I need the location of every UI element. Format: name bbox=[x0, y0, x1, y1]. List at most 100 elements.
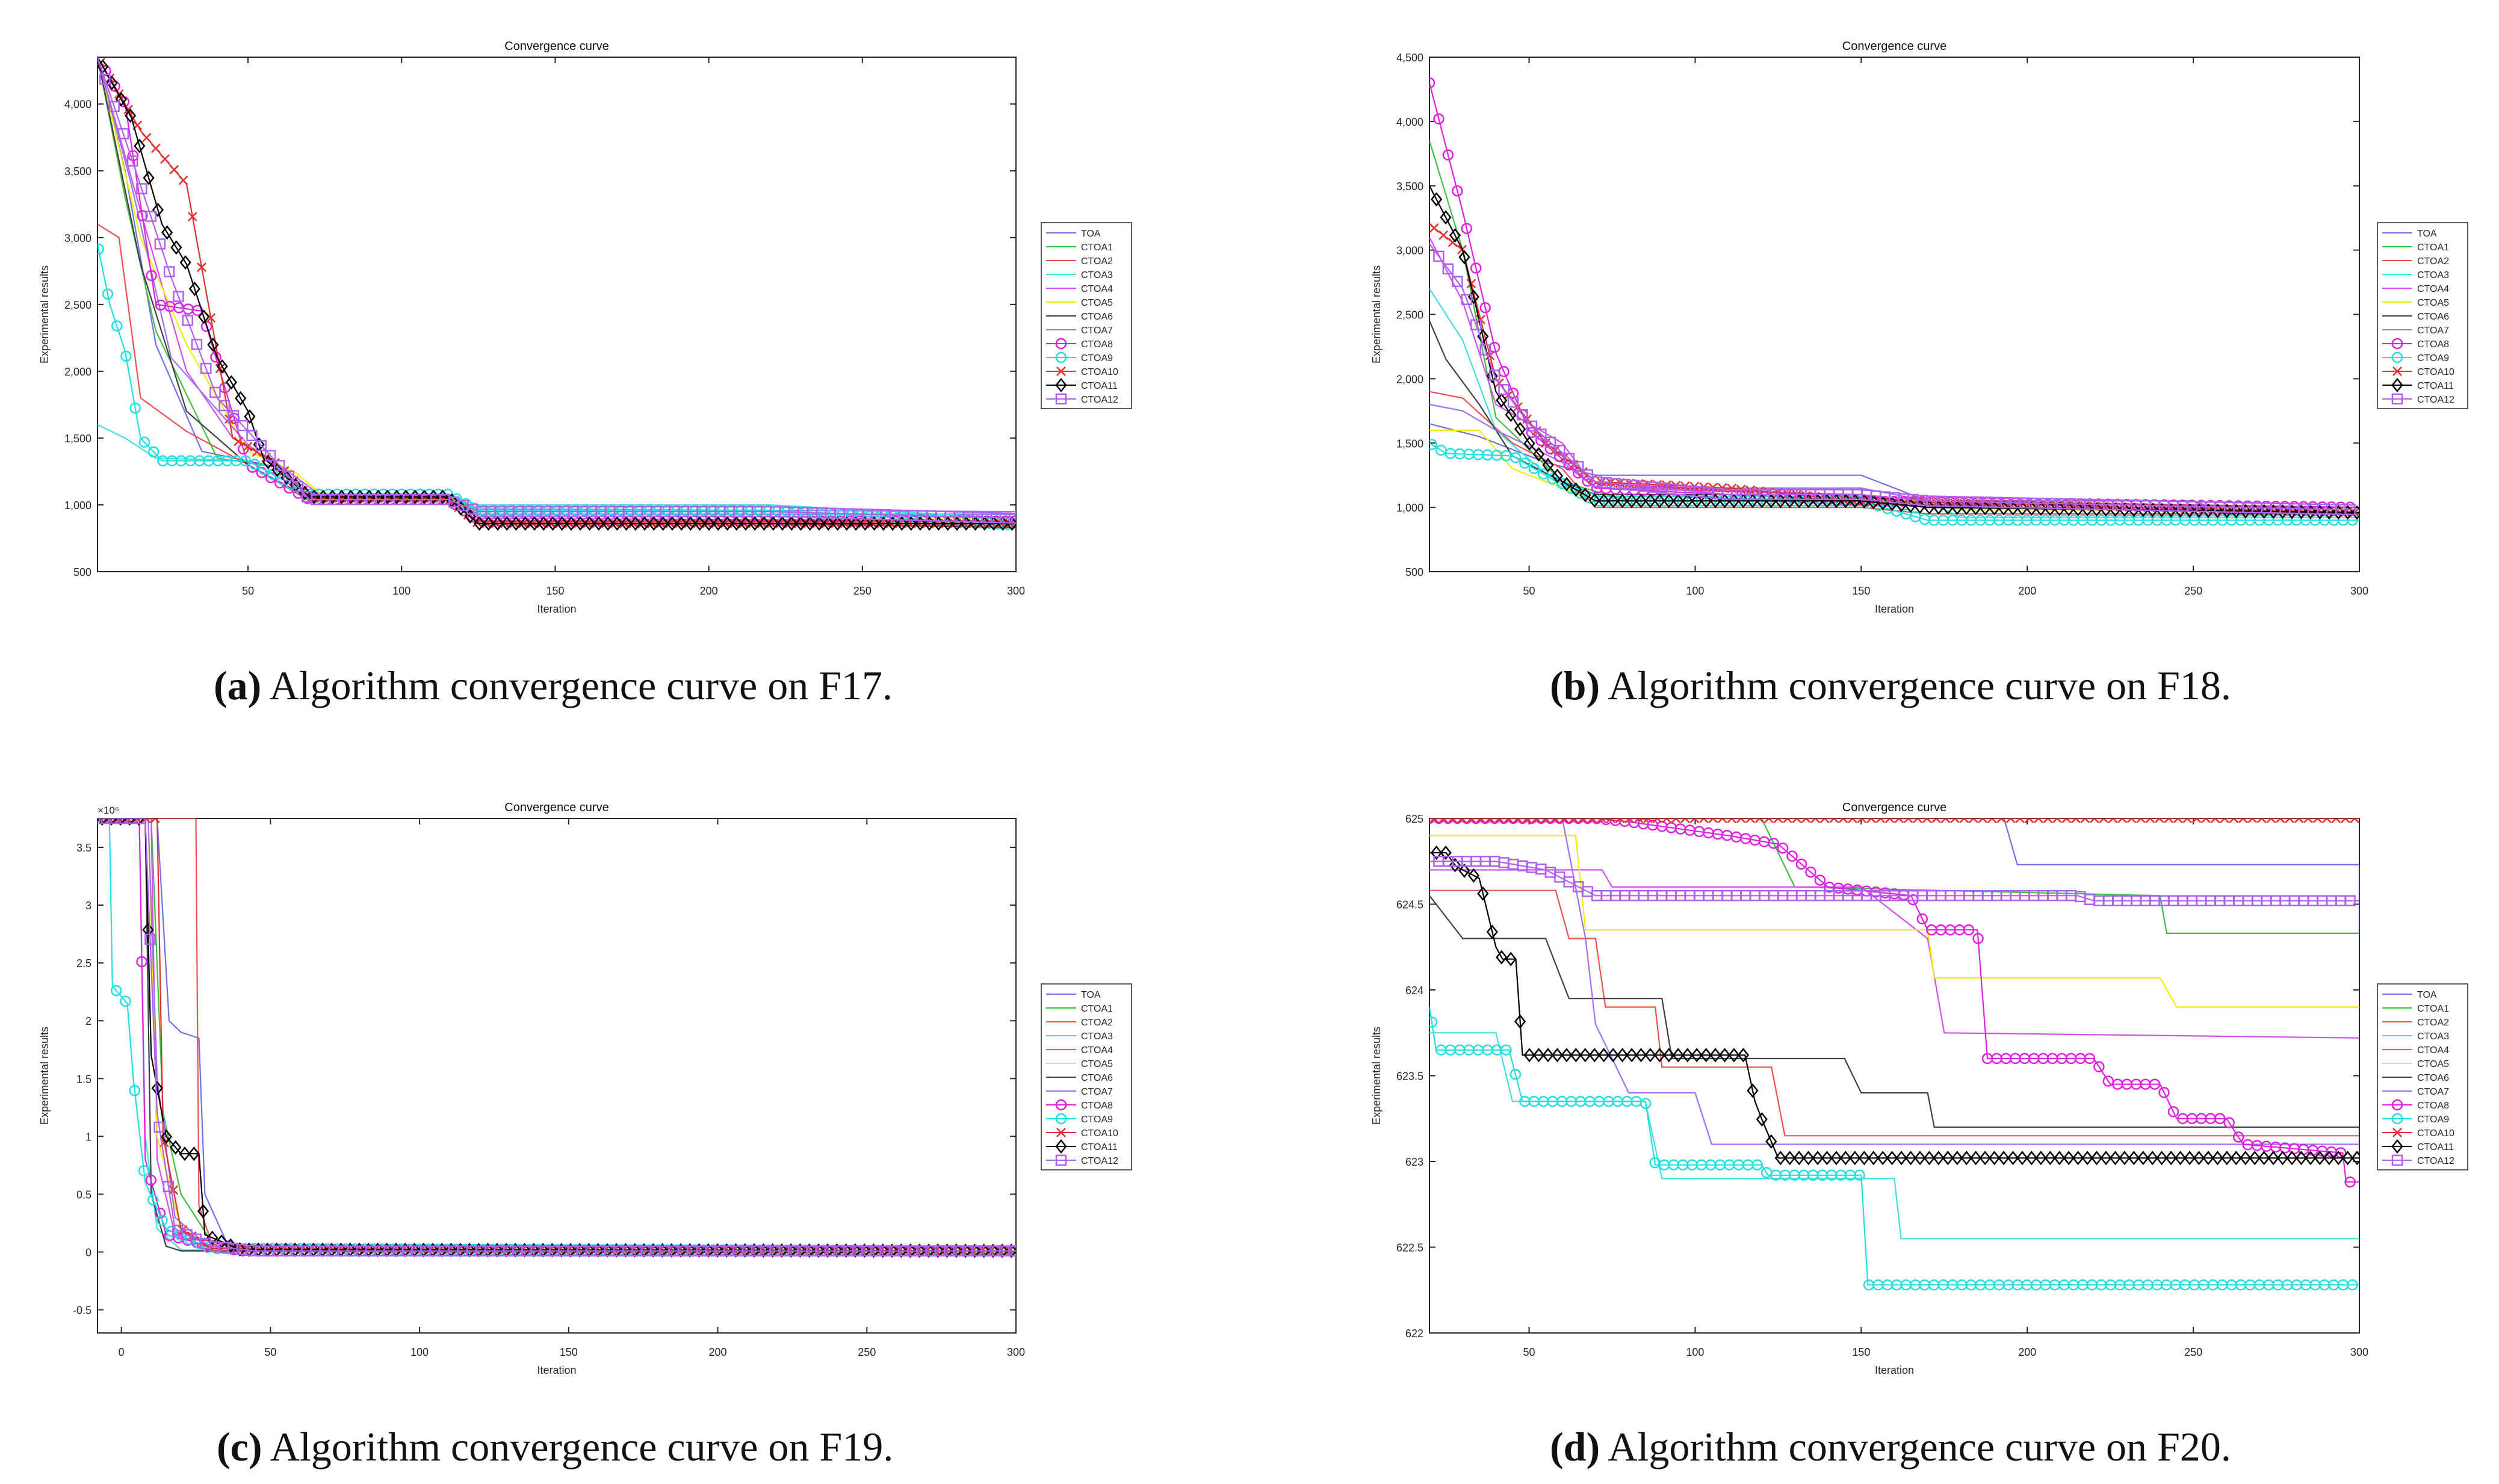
series-line bbox=[98, 57, 1016, 519]
series-line bbox=[98, 57, 1016, 525]
series-marker bbox=[329, 1245, 341, 1257]
series-marker bbox=[1891, 1279, 1903, 1291]
series-marker bbox=[2275, 505, 2285, 516]
series-marker bbox=[1526, 420, 1538, 432]
series-marker bbox=[2019, 497, 2031, 509]
chart-title: Convergence curve bbox=[1842, 40, 1946, 53]
series-marker bbox=[968, 1243, 980, 1258]
series-marker bbox=[540, 505, 552, 518]
series-marker bbox=[2214, 501, 2226, 513]
series-marker bbox=[495, 515, 506, 527]
series-marker bbox=[1626, 493, 1638, 509]
legend-item: CTOA2 bbox=[1046, 256, 1113, 267]
series-marker bbox=[202, 1241, 214, 1254]
legend-label: CTOA8 bbox=[1081, 339, 1113, 350]
series-marker bbox=[1914, 1151, 1926, 1166]
series-line bbox=[98, 57, 1016, 522]
y-tick-label: 500 bbox=[73, 566, 91, 578]
series-marker bbox=[457, 1245, 469, 1257]
series-marker bbox=[840, 519, 850, 528]
x-tick-label: 100 bbox=[410, 1346, 429, 1358]
series-marker bbox=[616, 1244, 627, 1255]
series-marker bbox=[1789, 495, 1800, 507]
series-marker bbox=[646, 519, 657, 528]
series-ctoa12 bbox=[98, 818, 1016, 1257]
series-marker bbox=[236, 1243, 248, 1255]
series-marker bbox=[1656, 486, 1668, 497]
series-marker bbox=[349, 1243, 361, 1255]
series-marker bbox=[494, 1245, 506, 1257]
series-line bbox=[1429, 320, 2359, 515]
series-marker bbox=[2056, 1053, 2067, 1065]
series-marker bbox=[1454, 448, 1466, 460]
series-marker bbox=[228, 412, 240, 424]
series-marker bbox=[467, 512, 478, 523]
series-marker bbox=[861, 1245, 873, 1257]
series-marker bbox=[809, 507, 821, 519]
series-marker bbox=[1937, 1279, 1949, 1291]
series-line bbox=[1429, 185, 2359, 513]
series-marker bbox=[2202, 1151, 2214, 1166]
series-marker bbox=[267, 1243, 278, 1255]
series-marker bbox=[1568, 460, 1579, 470]
series-marker bbox=[1689, 481, 1700, 492]
series-marker bbox=[442, 488, 453, 500]
series-marker bbox=[317, 489, 329, 504]
series-marker bbox=[742, 505, 754, 518]
series-marker bbox=[1913, 818, 1923, 823]
series-marker bbox=[1795, 890, 1807, 901]
series-marker bbox=[138, 436, 150, 448]
series-marker bbox=[504, 515, 516, 527]
series-marker bbox=[625, 504, 637, 516]
series-marker bbox=[2136, 502, 2146, 513]
series-marker bbox=[276, 474, 288, 485]
series-marker bbox=[1612, 1096, 1624, 1107]
series-marker bbox=[491, 1243, 503, 1258]
legend-marker bbox=[1055, 1139, 1067, 1154]
y-tick-label: 624 bbox=[1405, 985, 1423, 997]
series-marker bbox=[904, 1243, 917, 1258]
series-marker bbox=[233, 1243, 243, 1254]
series-marker bbox=[2044, 1151, 2056, 1166]
series-marker bbox=[833, 1245, 845, 1257]
series-marker bbox=[421, 493, 432, 505]
series-marker bbox=[991, 515, 1002, 527]
y-tick-label: 1 bbox=[85, 1131, 91, 1143]
series-marker bbox=[448, 496, 460, 508]
series-marker bbox=[298, 1242, 310, 1257]
series-marker bbox=[551, 1244, 563, 1255]
series-marker bbox=[1758, 836, 1770, 848]
series-marker bbox=[237, 443, 249, 455]
series-marker bbox=[2121, 499, 2132, 511]
series-marker bbox=[1851, 495, 1863, 507]
series-marker bbox=[215, 1234, 228, 1249]
series-marker bbox=[1835, 495, 1847, 507]
series-marker bbox=[2328, 515, 2340, 526]
series-marker bbox=[1691, 1048, 1703, 1063]
series-ctoa5 bbox=[1429, 835, 2359, 1008]
series-marker bbox=[246, 1245, 258, 1257]
legend-label: CTOA4 bbox=[1081, 1045, 1113, 1056]
series-marker bbox=[456, 1245, 468, 1257]
series-marker bbox=[1879, 495, 1891, 507]
series-marker bbox=[1498, 384, 1510, 395]
legend-marker bbox=[2391, 377, 2403, 393]
series-marker bbox=[1686, 495, 1698, 507]
series-marker bbox=[2251, 895, 2263, 907]
legend-label: CTOA6 bbox=[1081, 1073, 1113, 1083]
series-marker bbox=[565, 1243, 577, 1258]
series-marker bbox=[1440, 845, 1452, 861]
series-marker bbox=[1863, 1279, 1875, 1291]
series-marker bbox=[2188, 1279, 2200, 1291]
series-marker bbox=[2145, 502, 2155, 513]
series-marker bbox=[2247, 818, 2258, 823]
series-ctoa1 bbox=[98, 818, 1016, 1252]
series-marker bbox=[659, 505, 671, 518]
series-marker bbox=[280, 1242, 292, 1257]
series-ctoa12 bbox=[1429, 243, 2359, 516]
series-marker bbox=[598, 504, 610, 516]
series-marker bbox=[2096, 515, 2107, 526]
y-tick-label: 625 bbox=[1405, 813, 1423, 825]
series-marker bbox=[1848, 818, 1857, 823]
series-marker bbox=[1638, 818, 1649, 830]
